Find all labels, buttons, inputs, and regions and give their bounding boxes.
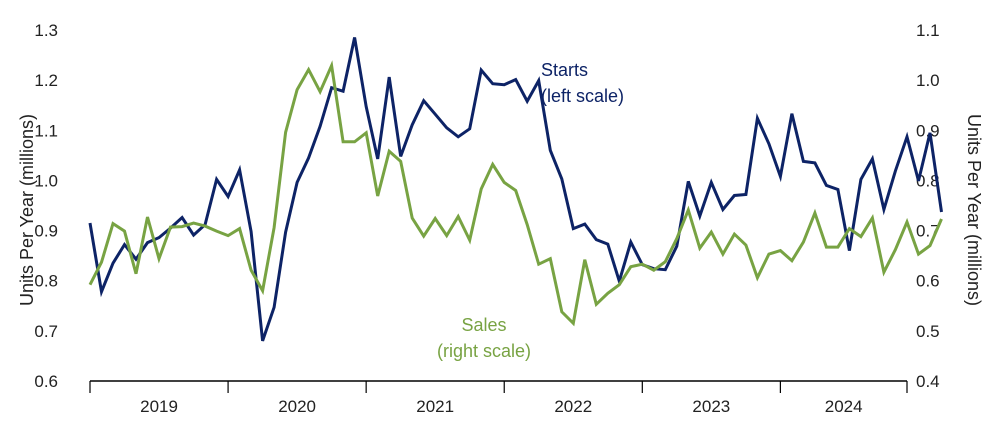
series-annotations: Starts (left scale) Sales (right scale) (437, 60, 624, 361)
axes-group (89, 380, 908, 393)
x-tick-label: 2023 (692, 397, 730, 416)
sales-annotation-line2: (right scale) (437, 341, 531, 361)
starts-annotation-line1: Starts (541, 60, 588, 80)
x-tick-label: 2024 (825, 397, 863, 416)
x-tick-label: 2020 (278, 397, 316, 416)
y-left-tick-label: 1.0 (34, 171, 58, 190)
y-left-tick-label: 0.8 (34, 272, 58, 291)
y-right-tick-label: 0.8 (916, 171, 940, 190)
series-lines (88, 37, 943, 342)
y-left-tick-label: 0.6 (34, 372, 58, 391)
y-axis-left-title: Units Per Year (millions) (17, 114, 37, 306)
x-tick-label: 2022 (554, 397, 592, 416)
y-left-tick-label: 1.1 (34, 121, 58, 140)
y-right-tick-label: 0.5 (916, 322, 940, 341)
x-tick-label: 2019 (140, 397, 178, 416)
y-left-tick-label: 1.3 (34, 21, 58, 40)
y-right-tick-label: 1.0 (916, 71, 940, 90)
starts-line (88, 37, 943, 342)
y-right-tick-label: 0.9 (916, 121, 940, 140)
y-right-tick-label: 0.4 (916, 372, 940, 391)
y-right-tick-label: 0.6 (916, 272, 940, 291)
sales-line (88, 60, 943, 327)
y-axis-right-title: Units Per Year (millions) (964, 114, 984, 306)
sales-annotation-line1: Sales (461, 315, 506, 335)
starts-annotation-line2: (left scale) (541, 86, 624, 106)
y-right-tick-label: 1.1 (916, 21, 940, 40)
y-left-tick-label: 0.9 (34, 222, 58, 241)
y-left-tick-label: 1.2 (34, 71, 58, 90)
y-left-tick-label: 0.7 (34, 322, 58, 341)
x-tick-label: 2021 (416, 397, 454, 416)
